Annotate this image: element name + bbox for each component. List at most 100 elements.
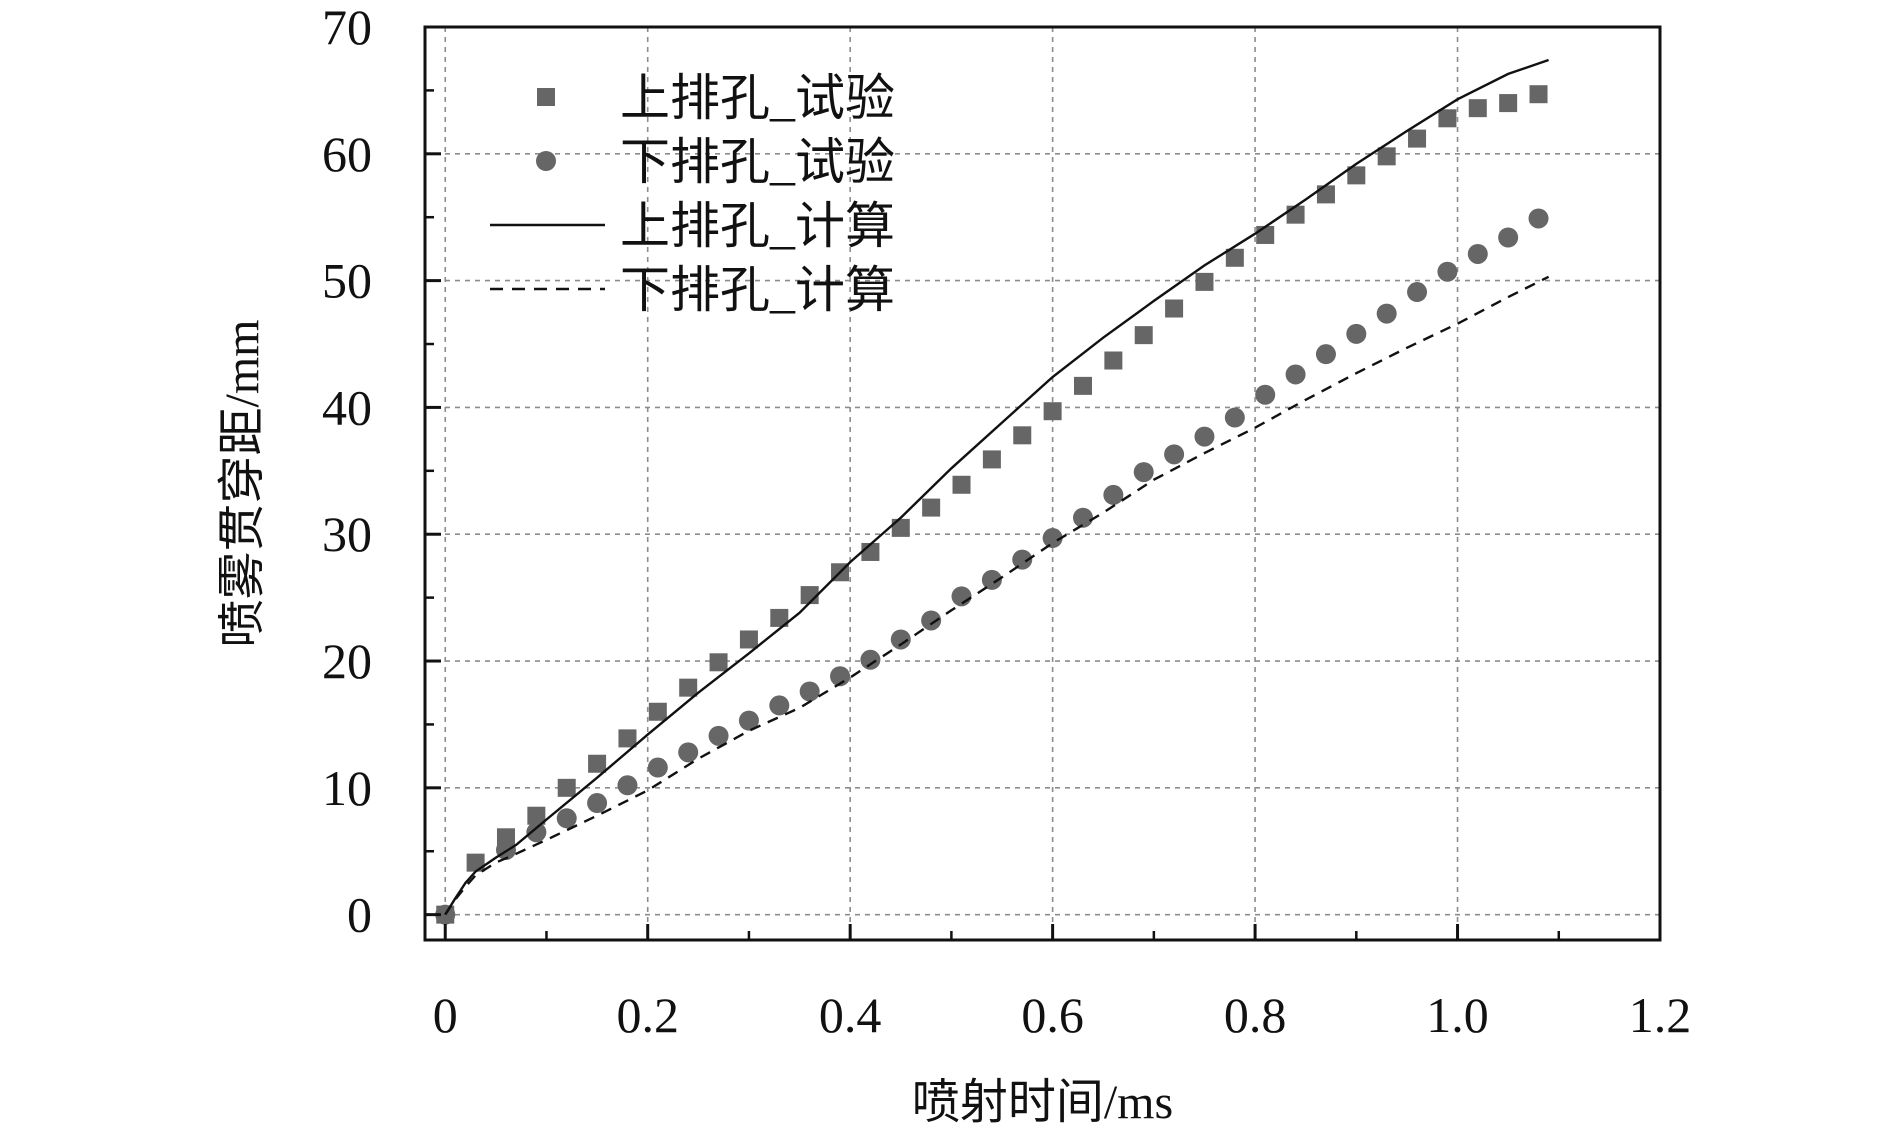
legend-label: 上排孔_试验: [620, 70, 895, 126]
y-tick-label: 10: [322, 760, 372, 816]
circle-data-point: [1042, 528, 1063, 549]
square-data-point: [527, 806, 546, 825]
square-data-point: [1043, 402, 1062, 421]
circle-data-point: [1528, 208, 1549, 229]
legend-label: 下排孔_试验: [620, 134, 895, 190]
circle-data-point: [678, 742, 699, 763]
y-tick-label: 40: [322, 379, 372, 435]
tick-labels: 0 0.2 0.4 0.6 0.8 1.0 1.2 0 10 20 30 40 50 60 70: [322, 0, 1691, 1043]
x-tick-label: 1.0: [1426, 987, 1489, 1043]
legend-circle-swatch: [536, 151, 556, 171]
circle-data-point: [435, 904, 456, 925]
square-data-point: [1225, 248, 1244, 267]
circle-data-point: [1285, 364, 1306, 385]
y-axis-title: 喷雾贯穿距/mm: [216, 319, 269, 647]
circle-data-point: [1012, 549, 1033, 570]
circle-data-point: [799, 681, 820, 702]
square-data-point: [1134, 326, 1153, 345]
circle-data-point: [981, 569, 1002, 590]
square-data-point: [588, 754, 607, 773]
dashed-series-line: [444, 275, 1550, 916]
series-4: [444, 275, 1550, 916]
solid-series-line: [444, 58, 1549, 916]
square-data-point: [739, 630, 758, 649]
square-data-point: [770, 608, 789, 627]
series-layer: [435, 58, 1550, 925]
square-data-point: [1104, 351, 1123, 370]
square-data-point: [1408, 129, 1427, 148]
circle-data-point: [1224, 407, 1245, 428]
y-tick-label: 70: [322, 0, 372, 55]
circle-data-point: [1498, 227, 1519, 248]
square-data-point: [1073, 376, 1092, 395]
square-data-point: [709, 653, 728, 672]
x-tick-label: 0.2: [616, 987, 679, 1043]
square-data-point: [1499, 94, 1518, 113]
square-data-point: [891, 518, 910, 537]
circle-data-point: [738, 710, 759, 731]
square-data-point: [1165, 299, 1184, 318]
circle-data-point: [1467, 243, 1488, 264]
square-data-point: [1347, 166, 1366, 185]
square-data-point: [1468, 99, 1487, 118]
circle-data-point: [708, 725, 729, 746]
circle-data-point: [1376, 303, 1397, 324]
circle-data-point: [830, 666, 851, 687]
square-data-point: [952, 475, 971, 494]
square-data-point: [1529, 85, 1548, 104]
circle-data-point: [1164, 444, 1185, 465]
circle-data-point: [617, 775, 638, 796]
x-tick-label: 0.4: [819, 987, 882, 1043]
circle-data-point: [921, 610, 942, 631]
circle-data-point: [526, 822, 547, 843]
y-tick-label: 60: [322, 126, 372, 182]
square-data-point: [648, 702, 667, 721]
legend-square-swatch: [537, 88, 555, 106]
square-data-point: [1256, 225, 1275, 244]
square-data-point: [618, 729, 637, 748]
circle-data-point: [1437, 261, 1458, 282]
square-data-point: [1438, 109, 1457, 128]
x-axis-title: 喷射时间/ms: [912, 1076, 1173, 1129]
circle-data-point: [1103, 484, 1124, 505]
circle-data-point: [1133, 462, 1154, 483]
y-tick-label: 30: [322, 506, 372, 562]
square-data-point: [1195, 272, 1214, 291]
x-tick-label: 0.8: [1224, 987, 1287, 1043]
y-tick-label: 20: [322, 633, 372, 689]
circle-data-point: [1407, 282, 1428, 303]
legend-label: 上排孔_计算: [620, 198, 895, 254]
square-data-point: [466, 853, 485, 872]
circle-data-point: [860, 649, 881, 670]
series-2: [435, 208, 1549, 925]
square-data-point: [982, 450, 1001, 469]
square-data-point: [1377, 147, 1396, 166]
square-data-point: [922, 498, 941, 517]
square-data-point: [1316, 185, 1335, 204]
y-tick-label: 0: [347, 887, 372, 943]
circle-data-point: [890, 629, 911, 650]
y-tick-label: 50: [322, 253, 372, 309]
square-data-point: [679, 678, 698, 697]
circle-data-point: [951, 586, 972, 607]
circle-data-point: [1194, 426, 1215, 447]
circle-data-point: [769, 695, 790, 716]
x-tick-label: 0.6: [1021, 987, 1084, 1043]
x-tick-label: 1.2: [1629, 987, 1692, 1043]
square-data-point: [1013, 426, 1032, 445]
circle-data-point: [1315, 344, 1336, 365]
circle-data-point: [1255, 384, 1276, 405]
square-data-point: [557, 778, 576, 797]
circle-data-point: [1346, 323, 1367, 344]
circle-data-point: [587, 793, 608, 814]
series-3: [444, 58, 1549, 916]
circle-data-point: [647, 757, 668, 778]
plot-frame: [423, 25, 1662, 942]
circle-data-point: [556, 808, 577, 829]
grid-lines: [425, 26, 1661, 940]
tick-layer: [425, 25, 1662, 940]
legend-label: 下排孔_计算: [620, 262, 895, 318]
x-tick-label: 0: [433, 987, 458, 1043]
